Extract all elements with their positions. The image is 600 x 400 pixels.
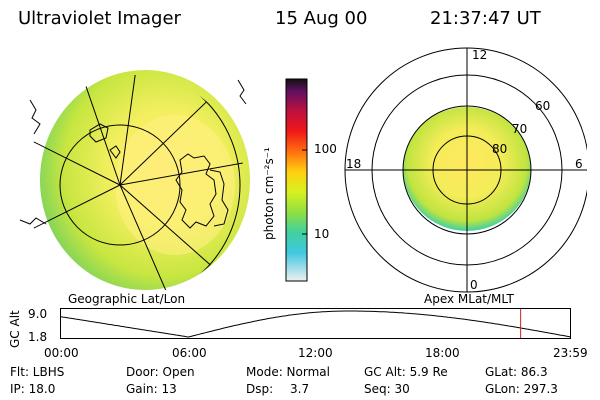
geo-bright-region [115, 115, 235, 255]
mlt-label-0: 0 [470, 278, 478, 292]
lat-label-80: 80 [492, 142, 507, 156]
time-tick-2: 12:00 [298, 346, 333, 360]
altitude-axis-label: GC Alt [8, 310, 22, 348]
color-bar [285, 78, 308, 282]
time-tick-3: 18:00 [425, 346, 460, 360]
lat-label-70: 70 [512, 122, 527, 136]
time-tick-4: 23:59 [553, 346, 588, 360]
polar-grid [344, 47, 587, 293]
altitude-strip [60, 308, 572, 339]
ip-info: IP: 18.0 [10, 382, 56, 396]
filter-info: Flt: LBHS [10, 365, 65, 379]
mlt-label-12: 12 [472, 48, 487, 62]
mode-info: Mode: Normal [246, 365, 330, 379]
glat-info: GLat: 86.3 [485, 365, 548, 379]
lat-label-60: 60 [535, 99, 550, 113]
mlt-label-18: 18 [346, 157, 361, 171]
mlt-label-6: 6 [575, 157, 583, 171]
dsp-label: Dsp: [246, 382, 274, 396]
geo-coastlines [19, 79, 247, 229]
colorbar-tick-100: 100 [314, 142, 337, 156]
instrument-title: Ultraviolet Imager [18, 8, 181, 29]
colorbar-label: photon cm⁻²s⁻¹ [262, 147, 276, 240]
colorbar-tick-10: 10 [314, 227, 330, 241]
apex-caption: Apex MLat/MLT [424, 292, 514, 306]
glon-info: GLon: 297.3 [485, 382, 558, 396]
gc-alt-info: GC Alt: 5.9 Re [364, 365, 448, 379]
time-label: 21:37:47 UT [430, 8, 541, 29]
time-tick-0: 00:00 [44, 346, 79, 360]
dsp-value: 3.7 [290, 382, 310, 396]
date-label: 15 Aug 00 [275, 8, 368, 29]
altitude-tick-9: 9.0 [28, 307, 48, 321]
polar-plot: 12 6 0 18 60 70 80 [344, 47, 587, 293]
altitude-curve [60, 310, 572, 338]
altitude-frame [60, 308, 571, 339]
gain-info: Gain: 13 [126, 382, 177, 396]
altitude-tick-1.8: 1.8 [28, 330, 48, 344]
door-info: Door: Open [126, 365, 195, 379]
time-tick-1: 06:00 [172, 346, 207, 360]
seq-info: Seq: 30 [364, 382, 410, 396]
geographic-image [19, 70, 250, 290]
geographic-caption: Geographic Lat/Lon [68, 292, 186, 306]
